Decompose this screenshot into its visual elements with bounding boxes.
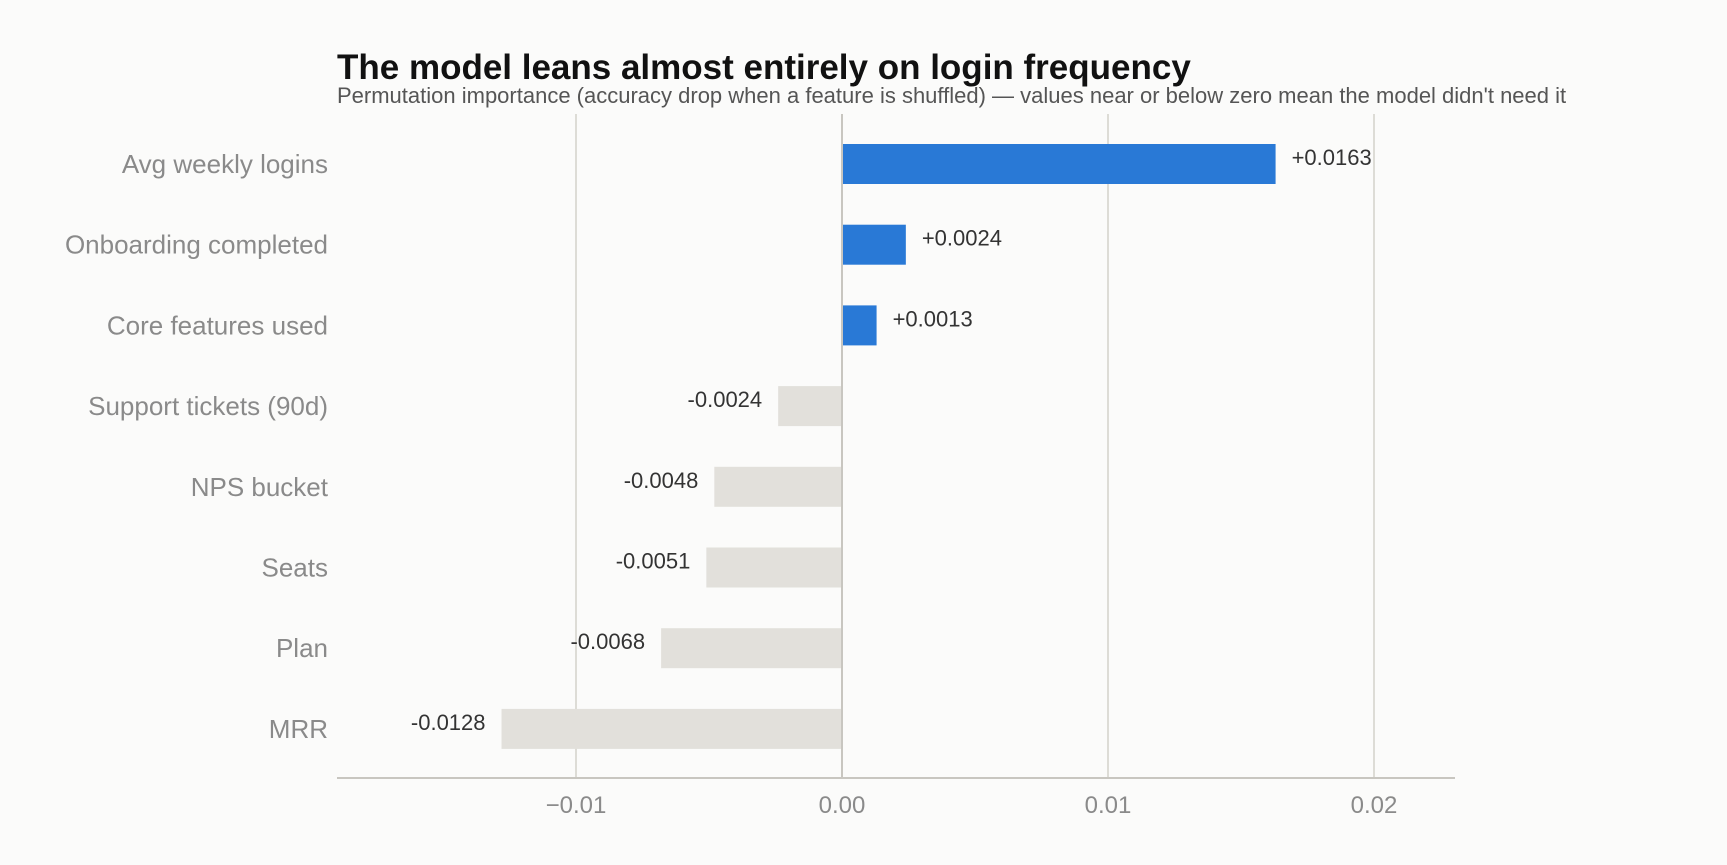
category-label: NPS bucket: [191, 472, 329, 502]
data-label: +0.0163: [1292, 145, 1372, 170]
bar: [842, 224, 906, 265]
bar: [661, 628, 842, 669]
category-labels: Avg weekly logins Onboarding completed Cor…: [65, 149, 329, 744]
bar: [842, 305, 877, 346]
data-label: +0.0024: [922, 226, 1002, 251]
chart-subtitle: Permutation importance (accuracy drop wh…: [337, 83, 1566, 108]
category-label: Plan: [276, 633, 328, 663]
x-tick-label: 0.02: [1351, 792, 1398, 819]
bar: [501, 708, 842, 749]
gridlines: [575, 114, 1375, 778]
data-label: -0.0051: [616, 549, 691, 574]
category-label: Onboarding completed: [65, 230, 328, 260]
category-label: MRR: [269, 714, 328, 744]
x-tick-label: 0.00: [819, 792, 866, 819]
bar: [706, 547, 842, 588]
x-tick-label: −0.01: [546, 792, 607, 819]
x-tick-label: 0.01: [1085, 792, 1132, 819]
data-label: +0.0013: [893, 306, 973, 331]
bars: [501, 144, 1276, 749]
data-label: -0.0128: [411, 710, 486, 735]
bar: [842, 144, 1276, 184]
category-label: Core features used: [107, 310, 328, 340]
data-label: -0.0048: [624, 468, 699, 493]
value-labels: +0.0163 +0.0024 +0.0013 -0.0024 -0.0048 -0.00…: [411, 145, 1372, 735]
category-label: Support tickets (90d): [88, 391, 328, 421]
chart-title: The model leans almost entirely on login…: [337, 48, 1191, 87]
category-label: Seats: [262, 553, 329, 583]
x-axis: −0.01 0.00 0.01 0.02: [337, 777, 1455, 819]
data-label: -0.0068: [570, 629, 645, 654]
bar: [778, 386, 842, 427]
category-label: Avg weekly logins: [122, 149, 328, 179]
bar: [714, 466, 842, 507]
data-label: -0.0024: [688, 387, 763, 412]
